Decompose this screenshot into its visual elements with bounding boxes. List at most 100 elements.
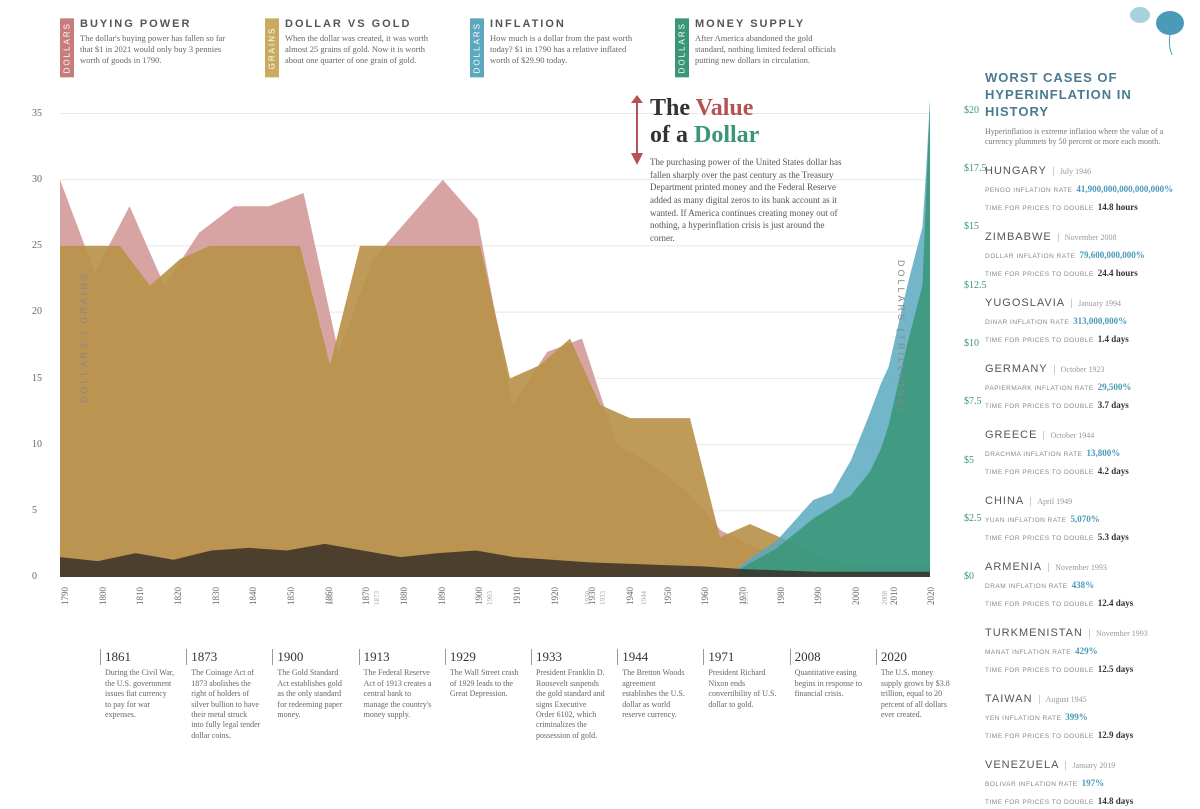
hyperinflation-case: ARMENIANovember 1993 DRAM INFLATION RATE…	[985, 557, 1185, 611]
case-rate-label: DRAM INFLATION RATE	[985, 583, 1068, 590]
event-text: President Richard Nixon ends convertibil…	[703, 668, 777, 710]
case-date: August 1945	[1039, 695, 1087, 704]
legend-title: MONEY SUPPLY	[695, 18, 845, 30]
chart: DOLLARS | GRAINS DOLLARS (TRILLIONS) 051…	[60, 87, 950, 577]
sidebar: WORST CASES OF HYPERINFLATION IN HISTORY…	[970, 0, 1200, 788]
case-date: November 2008	[1058, 233, 1117, 242]
hyperinflation-case: YUGOSLAVIA January 1994 DINAR INFLATION R…	[985, 293, 1185, 347]
case-date: November 1993	[1048, 563, 1107, 572]
legend-title: DOLLAR VS GOLD	[285, 18, 435, 30]
timeline-event: 2020The U.S. money supply grows by $3.8 …	[876, 649, 950, 741]
event-text: The Bretton Woods agreement establishes …	[617, 668, 691, 720]
case-double-label: TIME FOR PRICES TO DOUBLE	[985, 733, 1094, 740]
timeline-event: 1900 The Gold Standard Act establishes go…	[272, 649, 346, 741]
case-country: YUGOSLAVIA	[985, 297, 1065, 309]
case-date: July 1946	[1053, 167, 1091, 176]
event-year: 1944	[617, 649, 691, 665]
legend-desc: When the dollar was created, it was wort…	[285, 33, 435, 66]
case-double-time: 14.8 days	[1098, 796, 1134, 806]
case-rate-label: DOLLAR INFLATION RATE	[985, 253, 1075, 260]
legend-item: DOLLARS MONEY SUPPLYAfter America abando…	[675, 18, 845, 77]
y-axis-right-label: DOLLARS (TRILLIONS)	[896, 260, 906, 414]
case-country: VENEZUELA	[985, 759, 1059, 771]
event-year: 1971	[703, 649, 777, 665]
timeline-event: 2008Quantitative easing begins in respon…	[790, 649, 864, 741]
case-country: ZIMBABWE	[985, 231, 1052, 243]
hyperinflation-case: ZIMBABWE November 2008 DOLLAR INFLATION R…	[985, 227, 1185, 281]
event-year: 2020	[876, 649, 950, 665]
legend-title: BUYING POWER	[80, 18, 230, 30]
arrow-down-icon	[628, 95, 646, 165]
case-rate-label: YEN INFLATION RATE	[985, 715, 1061, 722]
event-text: The Gold Standard Act establishes gold a…	[272, 668, 346, 720]
case-double-label: TIME FOR PRICES TO DOUBLE	[985, 337, 1094, 344]
case-rate: 79,600,000,000%	[1079, 250, 1144, 260]
hyperinflation-case: GREECEOctober 1944 DRACHMA INFLATION RAT…	[985, 425, 1185, 479]
sidebar-subtitle: Hyperinflation is extreme inflation wher…	[985, 127, 1185, 148]
case-country: GERMANY	[985, 363, 1048, 375]
legend-desc: How much is a dollar from the past worth…	[490, 33, 640, 66]
case-rate-label: BOLIVAR INFLATION RATE	[985, 781, 1078, 788]
case-double-label: TIME FOR PRICES TO DOUBLE	[985, 799, 1094, 806]
legend-tab: DOLLARS	[470, 18, 484, 77]
case-rate: 429%	[1075, 646, 1098, 656]
case-date: November 1993	[1089, 629, 1148, 638]
hyperinflation-list: HUNGARY July 1946 PENGO INFLATION RATE 41…	[985, 161, 1185, 809]
event-year: 1900	[272, 649, 346, 665]
hyperinflation-case: HUNGARY July 1946 PENGO INFLATION RATE 41…	[985, 161, 1185, 215]
case-country: HUNGARY	[985, 165, 1047, 177]
case-double-time: 3.7 days	[1098, 400, 1129, 410]
event-text: During the Civil War, the U.S. governmen…	[100, 668, 174, 720]
case-date: October 1923	[1054, 365, 1105, 374]
legend-row: DOLLARS BUYING POWER The dollar's buying …	[60, 18, 950, 77]
hyperinflation-case: GERMANY October 1923 PAPIERMARK INFLATION…	[985, 359, 1185, 413]
legend-item: DOLLARS BUYING POWERThe dollar's buying …	[60, 18, 230, 77]
legend-item: DOLLARS INFLATION How much is a dollar fr…	[470, 18, 640, 77]
hyperinflation-case: TAIWANAugust 1945 YEN INFLATION RATE 399…	[985, 689, 1185, 743]
hyperinflation-case: CHINA April 1949 YUAN INFLATION RATE 5,07…	[985, 491, 1185, 545]
case-rate: 41,900,000,000,000,000%	[1076, 184, 1173, 194]
hyperinflation-case: TURKMENISTANNovember 1993 MANAT INFLATIO…	[985, 623, 1185, 677]
event-text: President Franklin D. Roosevelt suspends…	[531, 668, 605, 741]
legend-tab: DOLLARS	[675, 18, 689, 77]
x-axis: 1790180018101820183018401850186018701880…	[60, 587, 950, 647]
timeline-event: 1971 President Richard Nixon ends convert…	[703, 649, 777, 741]
event-text: The Coinage Act of 1873 abolishes the ri…	[186, 668, 260, 741]
case-rate-label: DINAR INFLATION RATE	[985, 319, 1069, 326]
sidebar-title: WORST CASES OF HYPERINFLATION IN HISTORY	[985, 70, 1185, 121]
case-double-time: 24.4 hours	[1098, 268, 1138, 278]
event-text: Quantitative easing begins in response t…	[790, 668, 864, 699]
chart-panel: DOLLARS BUYING POWER The dollar's buying …	[0, 0, 970, 788]
case-date: April 1949	[1030, 497, 1072, 506]
case-date: January 2019	[1065, 761, 1115, 770]
case-rate-label: PAPIERMARK INFLATION RATE	[985, 385, 1094, 392]
case-double-label: TIME FOR PRICES TO DOUBLE	[985, 205, 1094, 212]
event-year: 1913	[359, 649, 433, 665]
case-rate: 13,800%	[1086, 448, 1120, 458]
case-double-time: 1.4 days	[1098, 334, 1129, 344]
legend-title: INFLATION	[490, 18, 640, 30]
event-year: 1929	[445, 649, 519, 665]
timeline-event: 1861During the Civil War, the U.S. gover…	[100, 649, 174, 741]
case-rate-label: PENGO INFLATION RATE	[985, 187, 1072, 194]
case-rate: 313,000,000%	[1073, 316, 1127, 326]
case-rate: 5,070%	[1071, 514, 1100, 524]
case-country: GREECE	[985, 429, 1037, 441]
case-double-label: TIME FOR PRICES TO DOUBLE	[985, 469, 1094, 476]
hyperinflation-case: VENEZUELA January 2019 BOLIVAR INFLATION …	[985, 755, 1185, 809]
case-double-time: 12.4 days	[1098, 598, 1134, 608]
timeline-event: 1873 The Coinage Act of 1873 abolishes th…	[186, 649, 260, 741]
timeline-events: 1861During the Civil War, the U.S. gover…	[60, 649, 950, 741]
legend-desc: The dollar's buying power has fallen so …	[80, 33, 230, 66]
case-rate: 399%	[1065, 712, 1088, 722]
legend-item: GRAINS DOLLAR VS GOLDWhen the dollar was…	[265, 18, 435, 77]
case-rate-label: YUAN INFLATION RATE	[985, 517, 1067, 524]
timeline-event: 1929The Wall Street crash of 1929 leads …	[445, 649, 519, 741]
case-rate: 438%	[1072, 580, 1095, 590]
case-rate: 197%	[1082, 778, 1105, 788]
case-date: January 1994	[1071, 299, 1121, 308]
case-country: CHINA	[985, 495, 1024, 507]
event-year: 1873	[186, 649, 260, 665]
case-double-label: TIME FOR PRICES TO DOUBLE	[985, 403, 1094, 410]
timeline-event: 1944 The Bretton Woods agreement establis…	[617, 649, 691, 741]
